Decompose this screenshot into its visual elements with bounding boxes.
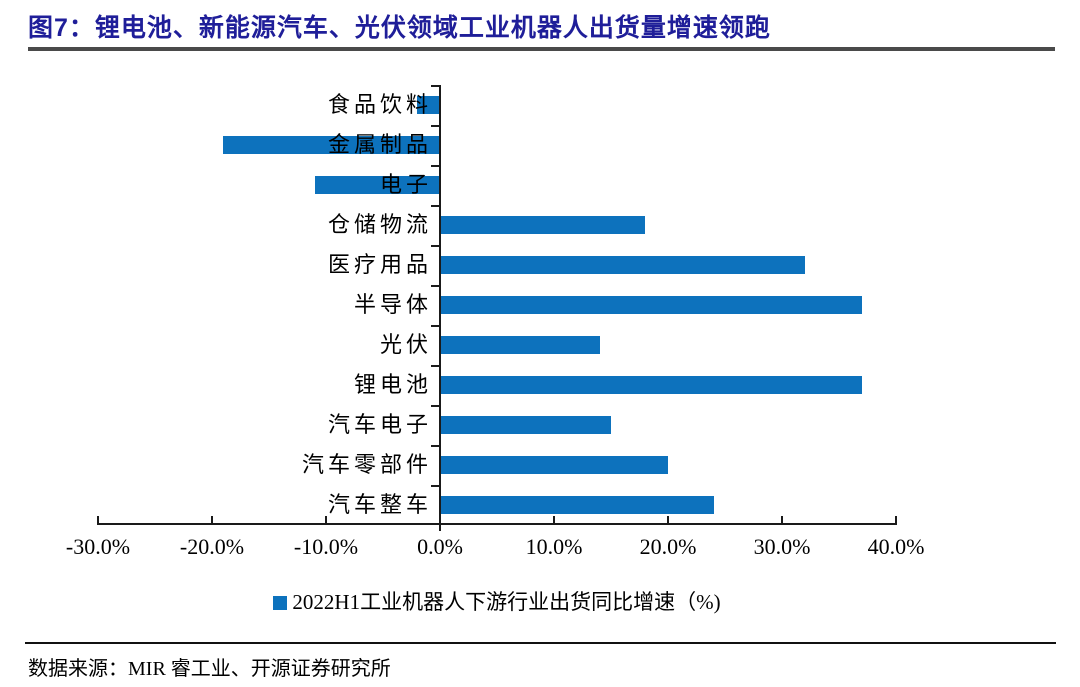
x-axis-tick [439, 516, 441, 524]
category-label: 电子 [379, 172, 432, 197]
x-axis-tick [553, 516, 555, 524]
bar-医疗用品 [440, 256, 805, 274]
category-tick [431, 165, 440, 167]
category-tick [431, 125, 440, 127]
category-tick [431, 325, 440, 327]
legend-label: 2022H1工业机器人下游行业出货同比增速（%) [292, 590, 721, 614]
bar-汽车整车 [440, 496, 714, 514]
x-axis-label: 20.0% [639, 534, 697, 559]
category-label: 仓储物流 [327, 212, 432, 237]
bar-汽车零部件 [440, 456, 668, 474]
category-label: 汽车整车 [327, 492, 432, 517]
category-tick [431, 85, 440, 87]
x-axis-tick [211, 516, 213, 524]
category-tick [431, 445, 440, 447]
category-label: 光伏 [379, 332, 432, 357]
title-underline [28, 47, 1055, 51]
bar-chart: 食品饮料金属制品电子仓储物流医疗用品半导体光伏锂电池汽车电子汽车零部件汽车整车 -… [65, 85, 925, 559]
bar-食品饮料 [417, 96, 440, 114]
legend: 2022H1工业机器人下游行业出货同比增速（%) [97, 586, 897, 616]
category-label: 汽车电子 [327, 412, 432, 437]
category-label: 汽车零部件 [301, 452, 432, 477]
bar-锂电池 [440, 376, 862, 394]
category-label: 锂电池 [353, 372, 432, 397]
x-axis-label: 30.0% [753, 534, 811, 559]
bar-电子 [314, 176, 440, 194]
x-axis-label: 40.0% [867, 534, 925, 559]
x-axis-tick [97, 516, 99, 524]
figure-title: 图7：锂电池、新能源汽车、光伏领域工业机器人出货量增速领跑 [28, 14, 771, 42]
x-axis-zero-tick [439, 523, 441, 530]
x-axis-label: 0.0% [417, 534, 463, 559]
category-tick [431, 205, 440, 207]
bar-仓储物流 [440, 216, 646, 234]
footer-divider [25, 642, 1056, 644]
category-tick [431, 405, 440, 407]
x-axis-tick [667, 516, 669, 524]
category-tick [431, 285, 440, 287]
x-axis-line [97, 523, 897, 525]
x-axis-tick [895, 516, 897, 524]
category-tick [431, 523, 440, 525]
category-tick [431, 365, 440, 367]
legend-swatch-icon [273, 596, 288, 610]
source-note: 数据来源：MIR 睿工业、开源证券研究所 [28, 658, 391, 680]
category-tick [431, 485, 440, 487]
x-axis-label: 10.0% [525, 534, 583, 559]
x-axis-tick [781, 516, 783, 524]
zero-axis-line [439, 85, 441, 531]
category-tick [431, 245, 440, 247]
category-label: 医疗用品 [327, 252, 432, 277]
category-label: 半导体 [353, 292, 432, 317]
x-axis-label: -20.0% [179, 534, 245, 559]
bar-半导体 [440, 296, 862, 314]
bar-光伏 [440, 336, 600, 354]
x-axis-label: -30.0% [65, 534, 131, 559]
category-label: 食品饮料 [327, 92, 432, 117]
bar-金属制品 [223, 136, 440, 154]
x-axis-tick [325, 516, 327, 524]
x-axis-label: -10.0% [293, 534, 359, 559]
bar-汽车电子 [440, 416, 611, 434]
category-label: 金属制品 [327, 132, 432, 157]
